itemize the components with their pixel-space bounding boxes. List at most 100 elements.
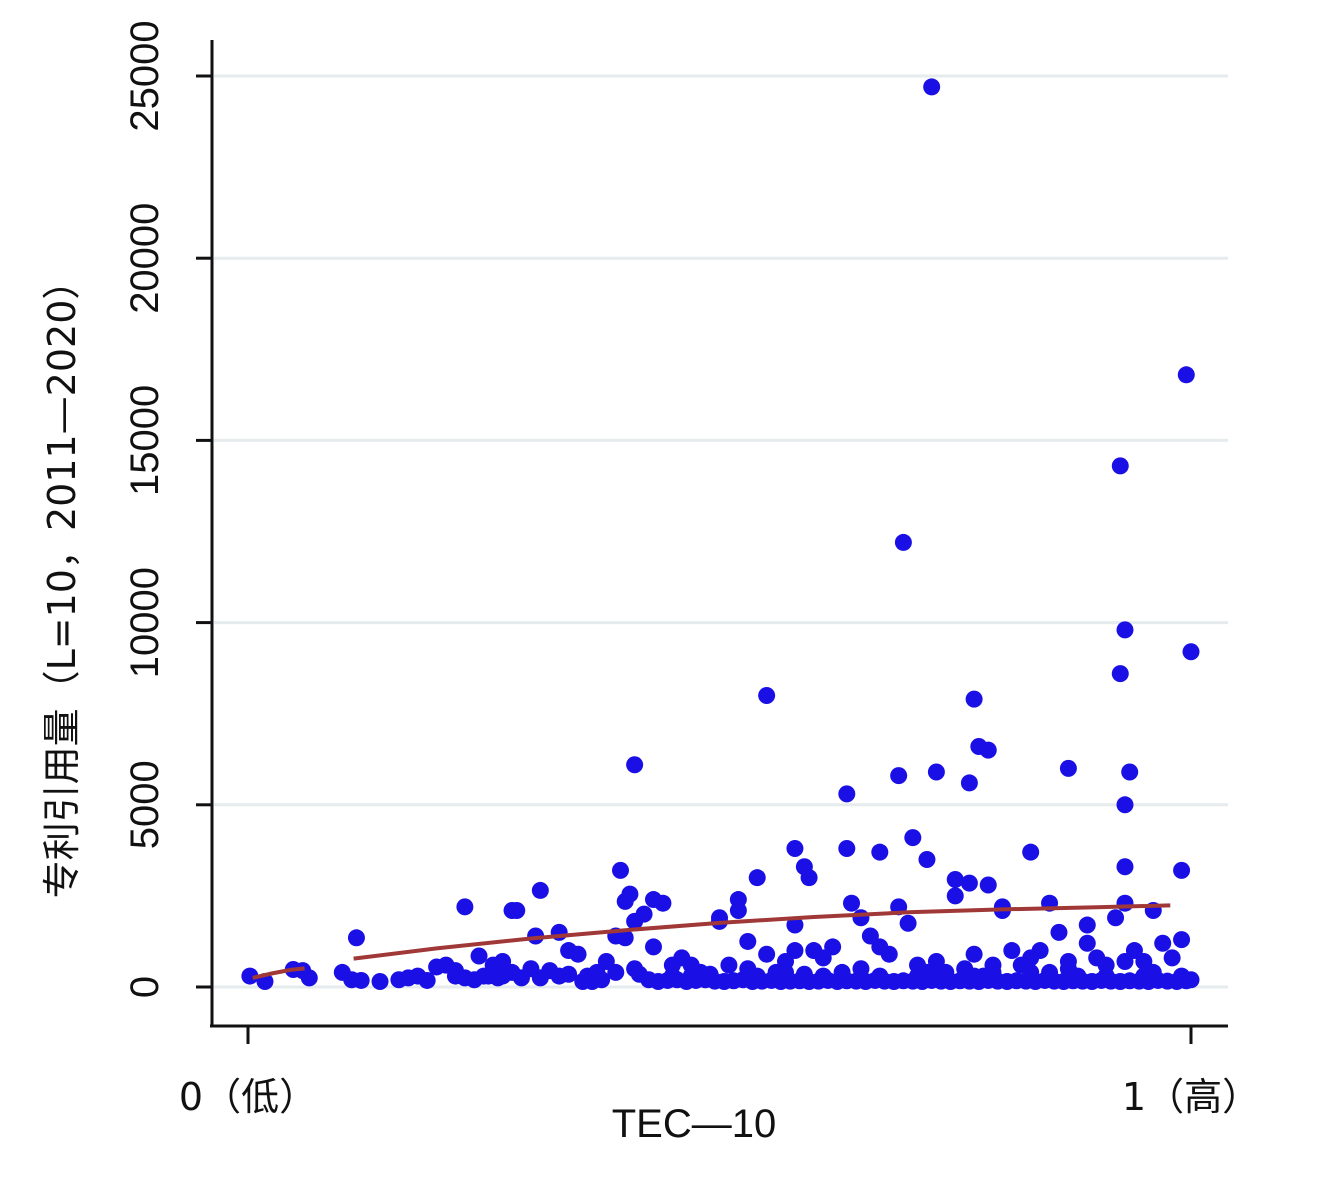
data-point [852, 960, 870, 978]
data-point [899, 914, 917, 932]
x-tick-label: 0（低） [179, 1075, 317, 1119]
data-point [1116, 858, 1134, 876]
data-point [1003, 942, 1021, 960]
data-point [550, 967, 568, 985]
y-tick-label: 0 [123, 976, 167, 998]
data-point [1182, 643, 1200, 661]
y-tick-label: 5000 [123, 760, 167, 849]
data-point [1078, 934, 1096, 952]
data-point [1116, 894, 1134, 912]
data-point [918, 850, 936, 868]
data-point [1154, 934, 1172, 952]
data-point [371, 973, 389, 991]
fit-lines [252, 903, 1171, 980]
data-point [871, 967, 889, 985]
data-point [758, 945, 776, 963]
data-point [786, 840, 804, 858]
data-point [838, 840, 856, 858]
data-point [946, 871, 964, 889]
y-axis-title: 专利引用量（L=10，2011—2020） [40, 262, 84, 899]
data-point [1050, 923, 1068, 941]
y-ticks: 0 5000 10000 15000 20000 25000 [123, 20, 212, 998]
data-point [611, 861, 629, 879]
data-point [347, 929, 365, 947]
data-point [1107, 909, 1125, 927]
data-point [1022, 963, 1040, 981]
data-point [871, 843, 889, 861]
data-point [1182, 971, 1200, 989]
data-points [241, 78, 1200, 991]
data-point [682, 967, 700, 985]
data-point [560, 942, 578, 960]
data-point [758, 686, 776, 704]
data-point [626, 960, 644, 978]
data-point [777, 963, 795, 981]
data-point [786, 916, 804, 934]
data-point [1078, 916, 1096, 934]
fit-line [252, 966, 305, 980]
grid-lines [214, 74, 1228, 989]
data-point [418, 971, 436, 989]
data-point [1121, 763, 1139, 781]
data-point [456, 898, 474, 916]
data-point [1173, 931, 1191, 949]
data-point [616, 892, 634, 910]
data-point [824, 938, 842, 956]
x-ticks: 0（低） 1（高） [179, 1026, 1260, 1119]
data-point [1022, 843, 1040, 861]
data-point [1163, 949, 1181, 967]
data-point [729, 891, 747, 909]
x-axis-title: TEC—10 [612, 1102, 777, 1146]
data-point [843, 894, 861, 912]
data-point [663, 956, 681, 974]
data-point [894, 533, 912, 551]
data-point [531, 881, 549, 899]
data-point [923, 78, 941, 96]
data-point [927, 960, 945, 978]
data-point [993, 898, 1011, 916]
data-point [1135, 967, 1153, 985]
data-point [1116, 796, 1134, 814]
data-point [946, 887, 964, 905]
data-point [607, 963, 625, 981]
data-point [241, 967, 259, 985]
data-point [588, 963, 606, 981]
data-point [720, 956, 738, 974]
data-point [446, 962, 464, 980]
data-point [909, 967, 927, 985]
data-point [1097, 967, 1115, 985]
data-point [635, 905, 653, 923]
data-point [1031, 942, 1049, 960]
data-point [644, 938, 662, 956]
data-point [965, 690, 983, 708]
data-point [1111, 665, 1129, 683]
data-point [1173, 861, 1191, 879]
data-point [965, 945, 983, 963]
data-point [503, 901, 521, 919]
data-point [979, 741, 997, 759]
data-point [1059, 759, 1077, 777]
data-point [979, 876, 997, 894]
y-tick-label: 20000 [123, 203, 167, 314]
data-point [800, 869, 818, 887]
data-point [852, 909, 870, 927]
data-point [644, 891, 662, 909]
data-point [890, 767, 908, 785]
data-point [880, 945, 898, 963]
y-tick-label: 10000 [123, 567, 167, 678]
data-point [739, 932, 757, 950]
data-point [748, 869, 766, 887]
data-point [814, 967, 832, 985]
data-point [1177, 366, 1195, 384]
data-point [984, 963, 1002, 981]
y-tick-label: 25000 [123, 20, 167, 131]
fit-line [353, 903, 1171, 961]
data-point [960, 874, 978, 892]
data-point [300, 969, 318, 987]
y-tick-label: 15000 [123, 385, 167, 496]
x-tick-label: 1（高） [1122, 1075, 1260, 1119]
data-point [470, 947, 488, 965]
data-point [1059, 960, 1077, 978]
data-point [739, 960, 757, 978]
